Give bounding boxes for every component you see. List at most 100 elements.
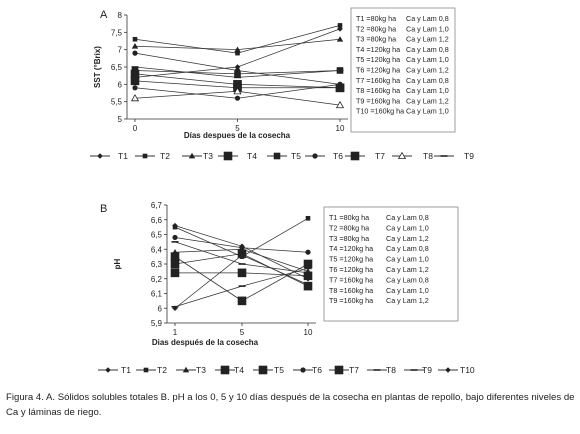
data-point — [170, 252, 180, 261]
legend-description: Ca y Lam 1,0 — [386, 223, 429, 232]
data-point — [336, 36, 344, 42]
data-point — [234, 46, 241, 53]
x-tick-label: 5 — [235, 124, 240, 133]
x-tick-label: 10 — [304, 328, 313, 337]
legend-description: Ca y Lam 1,0 — [406, 24, 449, 33]
legend-swatch-marker — [223, 151, 233, 161]
y-tick-label: 6 — [118, 80, 123, 89]
legend-entry: T7 — [375, 151, 385, 161]
legend-entry: T5 — [291, 151, 301, 161]
legend-swatch-marker — [142, 153, 148, 159]
data-point — [234, 70, 241, 78]
data-point — [132, 85, 138, 91]
legend-treatment: T1 =80kg ha — [356, 14, 396, 23]
legend-description: Ca y Lam 1,2 — [386, 265, 429, 274]
legend-treatment: T2 =80kg ha — [356, 24, 396, 33]
data-point — [172, 305, 178, 312]
data-point — [131, 67, 139, 74]
x-tick-label: 0 — [133, 124, 138, 133]
legend-treatment: T9 =160kg ha — [329, 296, 373, 305]
legend-description: Ca y Lam 1,2 — [406, 96, 449, 105]
legend-swatch-marker — [97, 153, 103, 159]
data-point — [130, 69, 140, 79]
legend-frame — [350, 7, 456, 133]
bottom-legend: T1 T2 T3 T4 T5 T6 T7 T8 T9 T10 — [98, 365, 475, 375]
legend-swatch-marker — [188, 152, 196, 159]
y-axis-label: pH — [113, 258, 122, 269]
data-point — [237, 296, 247, 306]
legend-entry: T2 — [157, 365, 167, 375]
legend-description: Ca y Lam 1,0 — [406, 86, 449, 95]
panel-label: A — [100, 9, 108, 21]
data-point — [303, 259, 313, 269]
series-t2 — [132, 23, 343, 56]
series-t9 — [171, 267, 312, 308]
series-t10 — [132, 50, 343, 87]
legend-treatment: T4 =120kg ha — [356, 45, 400, 54]
series-t10 — [172, 252, 311, 312]
legend-description: Ca y Lam 1,2 — [406, 66, 449, 75]
panel-label: B — [100, 203, 107, 215]
legend-description: Ca y Lam 0,8 — [386, 275, 429, 284]
legend-swatch-marker — [334, 365, 344, 375]
legend-entry: T9 — [464, 151, 474, 161]
data-point — [337, 81, 343, 87]
legend-treatment: T8 =160kg ha — [329, 286, 373, 295]
legend-swatch-marker — [273, 152, 281, 160]
legend-treatment: T9 =160kg ha — [356, 96, 400, 105]
figure-caption: Figura 4. A. Sólidos solubles totales B.… — [6, 392, 575, 418]
legend-swatch-marker — [397, 151, 407, 159]
legend-entry: T4 — [234, 365, 244, 375]
x-tick-label: 1 — [173, 328, 178, 337]
legend-description: Ca y Lam 1,2 — [386, 234, 429, 243]
x-axis-label: Dias después de la cosecha — [152, 338, 259, 347]
legend-description: Ca y Lam 0,8 — [406, 45, 449, 54]
y-tick-label: 6,5 — [111, 63, 123, 72]
series-t4 — [170, 252, 313, 306]
legend-entry: T3 — [203, 151, 213, 161]
x-axis-label: Días despues de la cosecha — [184, 131, 291, 140]
legend-entry: T4 — [247, 151, 257, 161]
y-tick-label: 7,5 — [111, 28, 123, 37]
legend-entry: T3 — [196, 365, 206, 375]
data-point — [131, 43, 139, 49]
legend-entry: T6 — [333, 151, 343, 161]
y-tick-label: 6,5 — [151, 231, 163, 240]
legend-description: Ca y Lam 0,8 — [386, 213, 429, 222]
data-point — [239, 245, 245, 251]
legend-treatment: T5 =120kg ha — [329, 255, 373, 264]
data-point — [170, 259, 180, 269]
data-point — [235, 50, 240, 56]
legend-swatch-marker — [182, 366, 190, 373]
legend-swatch-marker — [445, 367, 451, 373]
y-tick-label: 6,4 — [151, 245, 163, 254]
legend-swatch-marker — [312, 153, 318, 159]
legend-entry: T8 — [423, 151, 433, 161]
data-point — [303, 271, 313, 281]
legend-description: Ca y Lam 1,2 — [386, 296, 429, 305]
legend-treatment: T6 =120kg ha — [356, 66, 400, 75]
data-point — [172, 224, 178, 230]
legend-box: T1 =80kg ha Ca y Lam 0,8 T2 =80kg ha Ca y L… — [323, 206, 459, 322]
legend-description: Ca y Lam 0,8 — [406, 76, 449, 85]
data-point — [337, 23, 343, 28]
data-point — [132, 36, 138, 42]
data-point — [130, 93, 140, 102]
legend-treatment: T3 =80kg ha — [356, 35, 396, 44]
data-point — [172, 234, 178, 241]
y-tick-label: 6,1 — [151, 290, 163, 299]
y-tick-label: 6,3 — [151, 260, 163, 269]
x-tick-label: 10 — [336, 124, 345, 133]
legend-entry: T5 — [274, 365, 284, 375]
legend-entry: T1 — [118, 151, 128, 161]
data-point — [305, 249, 311, 255]
y-tick-label: 6,2 — [151, 275, 163, 284]
y-tick-label: 8 — [118, 11, 123, 20]
data-point — [234, 95, 241, 101]
legend-frame — [323, 206, 459, 322]
legend-treatment: T7 =160kg ha — [329, 275, 373, 284]
data-point — [239, 252, 245, 258]
legend-description: Ca y Lam 1,0 — [386, 286, 429, 295]
series-t3 — [131, 36, 344, 53]
